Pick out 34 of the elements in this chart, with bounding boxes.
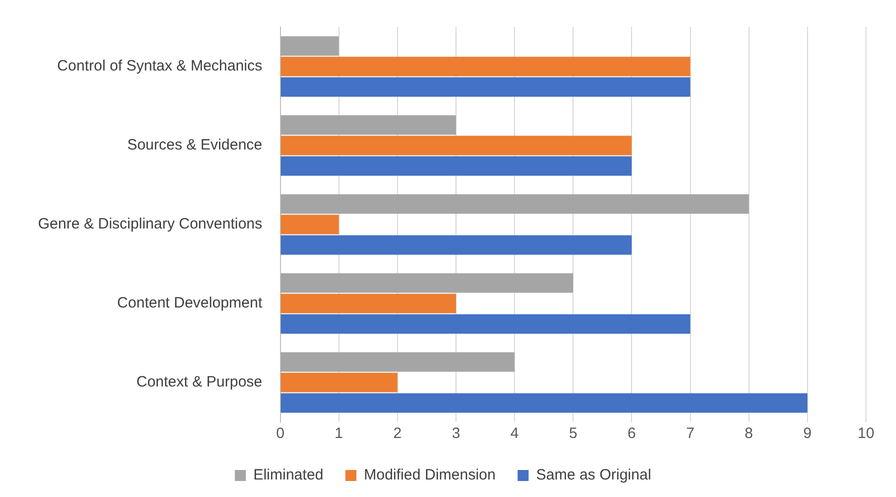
- y-tick-label: Control of Syntax & Mechanics: [57, 58, 262, 75]
- y-tick-label: Genre & Disciplinary Conventions: [38, 216, 262, 233]
- bar: [280, 194, 749, 214]
- bar: [280, 273, 574, 293]
- bar: [280, 214, 339, 234]
- y-tick-label: Sources & Evidence: [127, 136, 262, 154]
- bar: [280, 77, 690, 97]
- bar: [280, 393, 808, 413]
- legend-label: Same as Original: [536, 466, 652, 484]
- legend-label: Eliminated: [253, 466, 324, 484]
- y-tick-label: Context & Purpose: [136, 374, 262, 391]
- x-tick-label: 4: [510, 425, 519, 442]
- bar: [280, 352, 515, 372]
- x-tick-label: 2: [393, 425, 402, 442]
- x-tick-label: 9: [803, 425, 812, 442]
- x-tick-label: 8: [744, 425, 754, 442]
- x-tick-label: 7: [686, 425, 694, 442]
- bar: [280, 314, 690, 334]
- bar: [280, 372, 398, 392]
- x-tick-label: 3: [452, 425, 460, 442]
- x-tick-label: 6: [628, 425, 636, 442]
- bar: [280, 56, 690, 76]
- bar: [280, 294, 456, 314]
- x-tick-label: 0: [276, 425, 284, 442]
- x-tick-label: 5: [568, 425, 578, 442]
- bar: [280, 36, 339, 56]
- y-tick-label: Content Development: [117, 294, 264, 312]
- x-tick-label: 10: [858, 425, 874, 442]
- x-tick-label: 1: [334, 425, 344, 442]
- bar: [280, 115, 456, 135]
- bar: [280, 156, 632, 176]
- bar: [280, 136, 632, 156]
- bar: [280, 235, 632, 255]
- legend-label: Modified Dimension: [364, 466, 496, 484]
